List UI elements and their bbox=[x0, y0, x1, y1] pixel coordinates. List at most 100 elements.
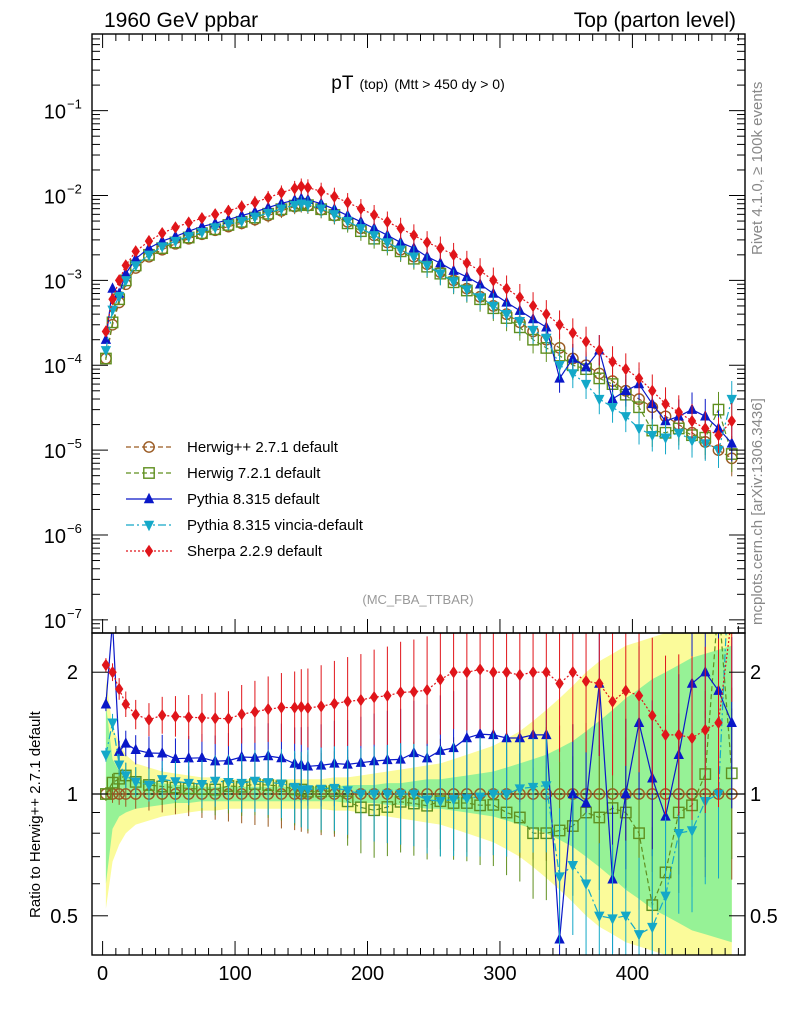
series-3-point bbox=[183, 232, 194, 243]
series-1-ratio-point bbox=[713, 596, 723, 606]
series-3-ratio-point bbox=[408, 789, 420, 801]
series-4-ratio-point bbox=[701, 723, 710, 737]
series-4-point bbox=[475, 264, 485, 277]
series-4-point bbox=[197, 212, 207, 225]
series-4-ratio-point bbox=[621, 684, 630, 697]
main-ytick-exp: −6 bbox=[67, 521, 82, 536]
series-3-ratio-point bbox=[262, 778, 274, 789]
series-4-point bbox=[171, 221, 180, 234]
series-3-point bbox=[107, 305, 118, 317]
series-2-ratio-point bbox=[474, 727, 486, 739]
series-4-ratio-point bbox=[383, 689, 392, 702]
series-4-ratio-point bbox=[608, 695, 617, 708]
series-4-point bbox=[449, 248, 458, 262]
series-2-ratio-point bbox=[143, 746, 155, 758]
series-4-point bbox=[343, 196, 352, 209]
series-3-point bbox=[594, 394, 605, 406]
series-4-point bbox=[131, 245, 140, 258]
series-4-point bbox=[422, 236, 432, 249]
series-2-ratio-point bbox=[100, 698, 112, 709]
series-4-ratio-point bbox=[687, 731, 697, 745]
plot-title-sub2: (Mtt > 450 dy > 0) bbox=[394, 76, 505, 92]
series-2-ratio-point bbox=[461, 731, 473, 743]
series-3-ratio-point bbox=[120, 771, 131, 782]
series-3-ratio-point bbox=[196, 780, 208, 791]
series-4-point bbox=[383, 215, 392, 229]
series-4-point bbox=[634, 372, 644, 385]
series-3-point bbox=[302, 200, 314, 211]
series-3-ratio-point bbox=[580, 879, 592, 890]
series-1-ratio-point bbox=[633, 827, 645, 840]
series-4-ratio-point bbox=[369, 690, 379, 704]
series-4-ratio-point bbox=[171, 710, 180, 723]
ratio-ytick-label-right: 1 bbox=[750, 784, 761, 806]
series-3-ratio-point bbox=[113, 760, 125, 771]
series-4-point bbox=[121, 259, 130, 272]
series-4-point bbox=[701, 422, 710, 435]
series-0-line bbox=[105, 204, 733, 459]
series-3-ratio-point bbox=[633, 930, 645, 941]
series-2-point bbox=[100, 333, 112, 344]
series-4-ratio-point bbox=[581, 675, 591, 688]
series-4-ratio-point bbox=[555, 677, 564, 690]
series-4-ratio-point bbox=[568, 666, 578, 679]
series-3-ratio-point bbox=[355, 789, 367, 801]
series-3-point bbox=[382, 238, 393, 249]
series-4-ratio-point bbox=[475, 663, 485, 676]
header-right: Top (parton level) bbox=[574, 9, 736, 32]
series-3-ratio-point bbox=[395, 789, 406, 801]
series-3-ratio-point bbox=[368, 789, 380, 801]
series-3-point bbox=[355, 224, 367, 235]
main-ytick-label: 10 bbox=[44, 271, 66, 293]
series-2-point bbox=[461, 270, 473, 282]
ratio-ytick-label: 1 bbox=[67, 784, 78, 806]
series-4-point bbox=[581, 335, 591, 348]
main-series-layer bbox=[100, 178, 738, 477]
series-2-point bbox=[130, 252, 141, 263]
series-3-point bbox=[647, 430, 658, 442]
series-4-ratio-point bbox=[108, 666, 117, 679]
series-4-point bbox=[184, 216, 193, 229]
series-3-point bbox=[633, 424, 645, 435]
series-3-point bbox=[488, 301, 499, 313]
series-4-ratio-point bbox=[121, 698, 130, 711]
series-4-ratio-point bbox=[528, 666, 538, 679]
series-3-point bbox=[527, 325, 539, 337]
plot-title: pT (top) (Mtt > 450 dy > 0) bbox=[331, 73, 504, 94]
series-4-ratio-point bbox=[114, 682, 124, 696]
series-3-ratio-point bbox=[461, 794, 473, 805]
series-3-point bbox=[554, 361, 565, 372]
series-3-point bbox=[236, 216, 247, 228]
series-4-ratio bbox=[101, 633, 733, 820]
series-3-ratio-point bbox=[100, 750, 112, 761]
series-3-ratio-point bbox=[302, 785, 314, 796]
series-4-point bbox=[648, 384, 657, 397]
series-4-point bbox=[687, 414, 697, 428]
series-3-point bbox=[448, 277, 459, 288]
legend: Herwig++ 2.7.1 default Herwig 7.2.1 defau… bbox=[126, 439, 364, 560]
series-1-ratio-point bbox=[593, 811, 606, 824]
series-4-point bbox=[158, 226, 167, 240]
series-3-ratio-point bbox=[223, 777, 234, 789]
series-3-ratio-point bbox=[673, 829, 684, 840]
series-1-ratio-point bbox=[106, 776, 119, 789]
series-3-point bbox=[580, 379, 592, 391]
series-3-point bbox=[209, 223, 221, 234]
series-3-point bbox=[686, 436, 698, 447]
rivet-label: Rivet 4.1.0, ≥ 100k events bbox=[749, 82, 766, 255]
series-3-ratio-point bbox=[647, 922, 658, 934]
series-2-ratio-point bbox=[130, 743, 141, 755]
series-3-point bbox=[421, 261, 433, 272]
series-3-point bbox=[474, 293, 486, 304]
series-4-ratio-point bbox=[674, 728, 683, 742]
series-3-ratio-point bbox=[209, 776, 221, 788]
series-3-ratio-point bbox=[236, 778, 247, 790]
series-4-ratio-point bbox=[131, 708, 140, 721]
series-2-point bbox=[567, 352, 579, 363]
series-3-ratio-point bbox=[435, 796, 446, 808]
series-4-ratio-point bbox=[409, 685, 419, 698]
xtick-label: 400 bbox=[616, 963, 649, 985]
series-4-ratio-point bbox=[489, 666, 498, 679]
series-3-point bbox=[541, 333, 552, 345]
